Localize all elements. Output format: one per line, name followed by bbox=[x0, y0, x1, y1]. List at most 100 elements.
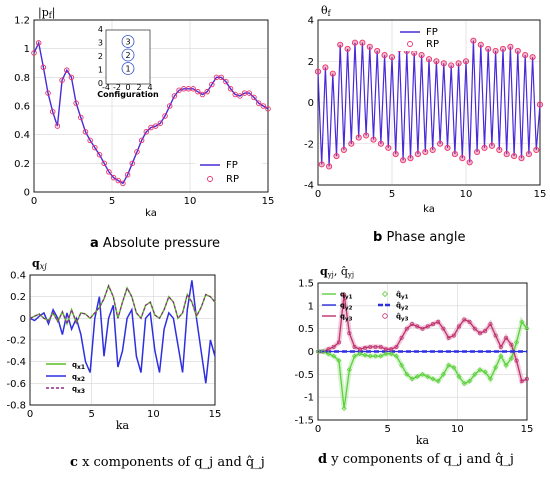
series-qy3-hat-point bbox=[394, 344, 399, 349]
series-rp-point bbox=[533, 146, 540, 153]
inset-circle-label: 2 bbox=[125, 51, 130, 60]
x-tick-label: 10 bbox=[451, 424, 464, 435]
x-tick-label: 0 bbox=[31, 196, 37, 207]
x-tick-label: 10 bbox=[147, 409, 160, 420]
legend-rp-label: RP bbox=[226, 174, 239, 185]
y-tick-label: -0.6 bbox=[6, 379, 26, 390]
series-rp-point bbox=[176, 87, 182, 93]
series-qy1-hat-point bbox=[508, 355, 514, 361]
series-rp-point bbox=[218, 74, 224, 81]
y-tick-label: 1 bbox=[308, 301, 314, 312]
series-qy1-hat-point bbox=[325, 351, 331, 357]
series-rp-point bbox=[474, 148, 481, 156]
y-tick-label: 0.6 bbox=[14, 102, 30, 113]
legend-label: q̂y2 bbox=[396, 302, 409, 312]
series-rp-point bbox=[466, 159, 473, 166]
x-tick-label: 15 bbox=[262, 196, 275, 207]
series-rp-point bbox=[344, 45, 351, 52]
x-axis-label: ka bbox=[423, 204, 435, 215]
series-qx2-line bbox=[29, 280, 216, 384]
series-rp-point bbox=[195, 88, 201, 95]
series-rp-point bbox=[433, 58, 440, 65]
inset-circle-label: 1 bbox=[125, 65, 130, 74]
series-qy3-hat-point bbox=[504, 335, 509, 340]
series-rp-point bbox=[68, 74, 75, 81]
caption-c-text: x components of q_j and q̂_j bbox=[82, 455, 265, 470]
y-tick-label: 0 bbox=[308, 98, 314, 109]
series-rp-point bbox=[514, 47, 521, 54]
series-rp-point bbox=[377, 140, 384, 147]
series-rp-point bbox=[411, 49, 418, 57]
series-rp-point bbox=[448, 62, 455, 69]
series-rp-point bbox=[255, 100, 262, 106]
series-rp-point bbox=[499, 45, 507, 52]
y-tick-label: -0.8 bbox=[6, 401, 26, 412]
series-qy1-hat-point bbox=[372, 353, 378, 359]
inset-x-tick: 4 bbox=[147, 83, 152, 92]
series-rp-point bbox=[227, 86, 234, 92]
series-fp-line bbox=[33, 40, 269, 185]
y-tick-label: 0.8 bbox=[14, 73, 30, 84]
inset-y-tick: 0 bbox=[98, 79, 103, 88]
series-rp-point bbox=[355, 134, 362, 141]
legend-swatch bbox=[381, 290, 389, 298]
series-rp-point bbox=[481, 144, 488, 151]
series-rp-point bbox=[329, 70, 336, 77]
series-rp-point bbox=[374, 47, 381, 54]
series-qy1-hat-point bbox=[357, 351, 363, 357]
series-qy1-hat-point bbox=[367, 353, 373, 359]
series-rp-point bbox=[40, 64, 47, 71]
series-qy1-hat-point bbox=[503, 362, 509, 368]
series-rp-point bbox=[31, 50, 37, 56]
y-tick-label: 0.4 bbox=[10, 271, 26, 282]
caption-b-letter: b bbox=[373, 230, 383, 245]
series-rp-point bbox=[143, 129, 150, 135]
series-rp-point bbox=[366, 43, 373, 50]
series-qy3-hat-point bbox=[425, 324, 430, 329]
series-rp-point bbox=[363, 132, 370, 139]
y-tick-label: 0.5 bbox=[298, 324, 314, 335]
series-qy3-hat-point bbox=[347, 331, 352, 336]
series-rp-point bbox=[429, 146, 436, 153]
series-qy3-hat-point bbox=[331, 344, 336, 349]
caption-d-text: y components of q_j and q̂_j bbox=[331, 452, 514, 467]
y-tick-label: -0.5 bbox=[294, 370, 314, 381]
series-qy3-hat-point bbox=[431, 322, 435, 327]
series-rp-point bbox=[351, 39, 359, 46]
series-qy1-hat-point bbox=[420, 371, 425, 377]
caption-c: c x components of q_j and q̂_j bbox=[70, 455, 265, 470]
series-qy3-hat-point bbox=[415, 324, 420, 329]
y-axis-label: qyj, q̂yj bbox=[320, 265, 354, 279]
y-tick-label: 2 bbox=[308, 57, 314, 68]
x-tick-label: 0 bbox=[315, 189, 321, 200]
series-rp-point bbox=[370, 136, 377, 143]
panel-c: 0 5 10 15 -0.8 -0.6 -0.4 -0.2 0 0.2 0.4 ka qxj qx1 qx2… bbox=[6, 257, 221, 432]
series-rp-point bbox=[511, 153, 518, 160]
series-qy1-hat-point bbox=[482, 369, 488, 375]
series-rp-point bbox=[414, 151, 421, 158]
series-qy3-hat-point bbox=[498, 344, 503, 349]
series-rp-point bbox=[507, 43, 514, 50]
series-rp-point bbox=[115, 177, 121, 184]
inset-circle bbox=[121, 48, 135, 62]
y-tick-label: -2 bbox=[304, 139, 314, 150]
inset-x-tick: -2 bbox=[113, 83, 121, 92]
series-rp-point bbox=[322, 64, 329, 71]
series-qy3-hat-point bbox=[451, 333, 456, 338]
series-qy1-hat-point bbox=[331, 353, 337, 359]
series-qy3-hat-point bbox=[326, 347, 331, 352]
series-rp-point bbox=[525, 151, 532, 158]
series-qy3-hat-point bbox=[420, 326, 425, 331]
legend-box bbox=[396, 23, 452, 51]
series-rp-point bbox=[492, 47, 499, 54]
series-qy1-hat-point bbox=[383, 351, 389, 357]
x-tick-label: 5 bbox=[389, 189, 395, 200]
series-rp-point bbox=[59, 77, 65, 83]
inset-x-tick: 0 bbox=[125, 83, 130, 92]
series-qy3-hat-point bbox=[462, 317, 467, 322]
y-axis-label: |pf| bbox=[38, 6, 55, 20]
series-rp-point bbox=[462, 58, 470, 65]
legend-swatch bbox=[382, 313, 388, 319]
series-qy3-hat-point bbox=[373, 344, 378, 349]
series-qy3-hat-point bbox=[357, 347, 362, 352]
